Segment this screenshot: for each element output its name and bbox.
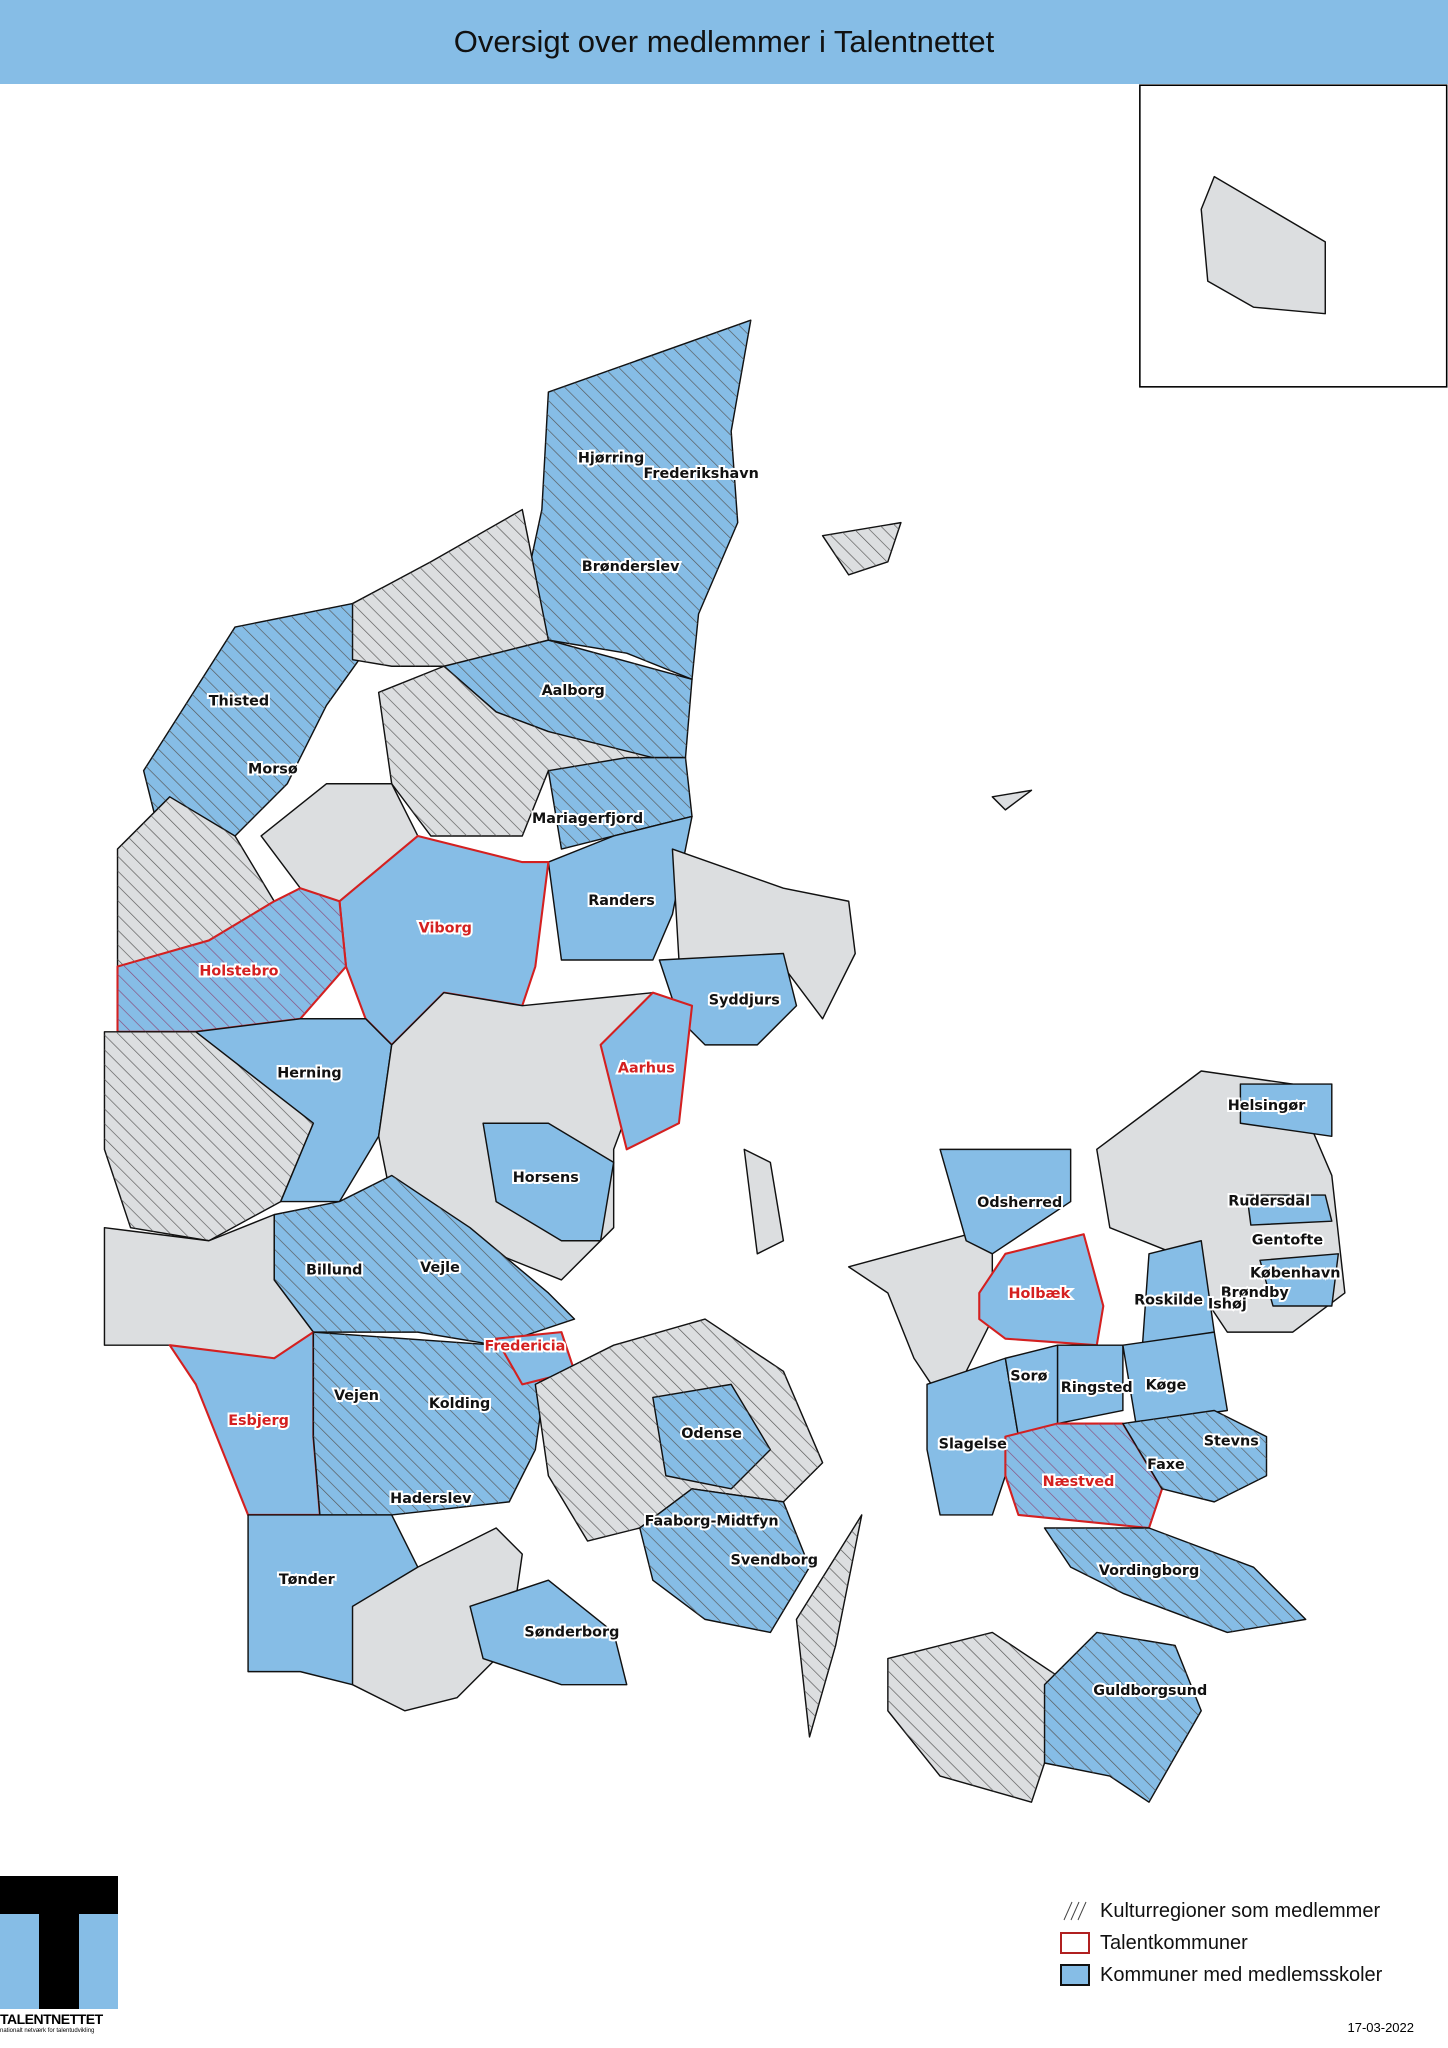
region-koge: [1122, 1331, 1229, 1425]
region-mariagerfjord-hatch: [548, 757, 693, 850]
talentnettet-logo: TALENTNETTET nationalt netværk for talen…: [0, 1876, 120, 2034]
talent-swatch-icon: [1060, 1932, 1090, 1954]
title-bar: Oversigt over medlemmer i Talentnettet: [0, 0, 1448, 84]
municipality-label: Stevns: [1204, 1434, 1259, 1450]
municipality-label: Aalborg: [542, 683, 605, 699]
region-randers: [547, 815, 693, 961]
municipality-label: Odense: [681, 1426, 742, 1442]
region-laeso-hatch: [822, 522, 901, 575]
municipality-label: Brønderslev: [582, 559, 680, 575]
municipality-label: Svendborg: [731, 1553, 818, 1569]
municipality-label: Ringsted: [1061, 1380, 1133, 1396]
municipality-label: Billund: [306, 1263, 362, 1279]
municipality-label: Sønderborg: [524, 1624, 619, 1640]
region-aalborg-hatch: [443, 640, 693, 758]
municipality-label: Roskilde: [1134, 1293, 1203, 1309]
talent-municipality-label: Holbæk: [1008, 1286, 1070, 1302]
region-rudersdal: [1246, 1194, 1333, 1226]
region-lolland-hatch: [887, 1632, 1071, 1803]
municipality-label: Helsingør: [1228, 1098, 1307, 1114]
municipality-label: Syddjurs: [709, 992, 780, 1008]
municipality-label: Hjørring: [578, 451, 644, 467]
region-bornholm: [1200, 175, 1326, 315]
municipality-label: København: [1250, 1265, 1340, 1281]
talent-municipality-label: Næstved: [1043, 1474, 1115, 1490]
municipality-label: Tønder: [279, 1572, 336, 1588]
legend-item-talent: Talentkommuner: [1060, 1927, 1382, 1959]
bornholm-inset-frame: [1139, 84, 1448, 388]
region-vordingborg-hatch: [1044, 1527, 1306, 1633]
municipality-label: Sorø: [1010, 1368, 1047, 1384]
municipality-label: Vejen: [334, 1388, 379, 1404]
municipality-label: Horsens: [513, 1170, 579, 1186]
legend-item-member: Kommuner med medlemsskoler: [1060, 1959, 1382, 1991]
logo-tagline: nationalt netværk for talentudvikling: [0, 2028, 95, 2034]
municipality-label: Guldborgsund: [1093, 1683, 1207, 1699]
region-kobenhavn: [1259, 1253, 1340, 1307]
talent-municipality-label: Esbjerg: [228, 1413, 289, 1429]
municipality-label: Faaborg-Midtfyn: [645, 1513, 779, 1529]
talent-municipality-label: Holstebro: [199, 964, 278, 980]
municipality-label: Frederikshavn: [643, 466, 758, 482]
municipality-label: Køge: [1146, 1378, 1187, 1394]
map-legend: Kulturregioner som medlemmer Talentkommu…: [1060, 1895, 1382, 1991]
municipality-label: Vejle: [420, 1260, 460, 1276]
region-anholt: [991, 789, 1033, 811]
region-faxe-stevns-hatch: [1122, 1410, 1267, 1502]
region-aarhus: [599, 991, 694, 1151]
region-jammerbugt-hatch: [352, 509, 549, 667]
region-guldborgsund-hatch: [1044, 1632, 1202, 1803]
municipality-regions: [103, 175, 1346, 1803]
municipality-label: Faxe: [1147, 1457, 1185, 1473]
municipality-label: Slagelse: [939, 1436, 1007, 1452]
region-holbaek: [978, 1233, 1105, 1347]
municipality-label: Gentofte: [1252, 1233, 1324, 1249]
talent-municipality-label: Aarhus: [618, 1060, 675, 1076]
legend-item-hatch: Kulturregioner som medlemmer: [1060, 1895, 1382, 1927]
municipality-label: Herning: [277, 1066, 341, 1082]
region-vejen-kolding-haderslev-hatch: [313, 1332, 549, 1515]
region-himmerland-hatch: [378, 666, 653, 836]
municipality-label: Morsø: [248, 761, 298, 777]
legend-hatch-label: Kulturregioner som medlemmer: [1100, 1899, 1381, 1922]
region-thy-hatch: [143, 603, 360, 836]
region-sydfyn-hatch: [639, 1488, 810, 1633]
municipality-label: Kolding: [429, 1396, 490, 1412]
logo-name: TALENTNETTET: [0, 2011, 103, 2027]
talent-municipality-label: Viborg: [419, 921, 472, 937]
legend-member-label: Kommuner med medlemsskoler: [1100, 1963, 1383, 1986]
map-date: 17-03-2022: [1347, 2020, 1415, 2035]
municipality-label: Mariagerfjord: [532, 811, 643, 827]
region-vejle-billund-hatch: [274, 1175, 575, 1346]
municipality-label: Odsherred: [977, 1195, 1062, 1211]
municipality-label: Haderslev: [390, 1491, 472, 1507]
region-horsens: [482, 1122, 615, 1242]
municipality-label: Ishøj: [1208, 1297, 1247, 1313]
legend-talent-label: Talentkommuner: [1100, 1931, 1248, 1954]
municipality-label: Thisted: [209, 693, 269, 709]
region-odense-hatch: [652, 1384, 771, 1489]
region-ringkobing-hatch: [104, 1031, 314, 1241]
region-sonderborg: [469, 1579, 628, 1686]
region-helsingor: [1239, 1083, 1333, 1138]
municipality-label: Vordingborg: [1099, 1563, 1199, 1579]
region-samso: [743, 1148, 785, 1255]
region-naestved-hatch: [1005, 1423, 1163, 1528]
region-langeland-hatch: [796, 1514, 862, 1737]
member-swatch-icon: [1060, 1964, 1090, 1986]
municipality-label: Randers: [588, 893, 655, 909]
hatch-swatch-icon: [1063, 1901, 1087, 1921]
region-odsherred: [939, 1148, 1072, 1255]
talent-municipality-label: Fredericia: [484, 1338, 565, 1354]
municipality-label: Rudersdal: [1228, 1193, 1310, 1209]
page-title: Oversigt over medlemmer i Talentnettet: [453, 24, 995, 59]
region-holstebro-hatch: [117, 888, 347, 1032]
region-ringsted: [1056, 1344, 1124, 1425]
municipality-label: Brøndby: [1221, 1285, 1290, 1301]
region-vendsyssel-hatch: [522, 320, 751, 680]
